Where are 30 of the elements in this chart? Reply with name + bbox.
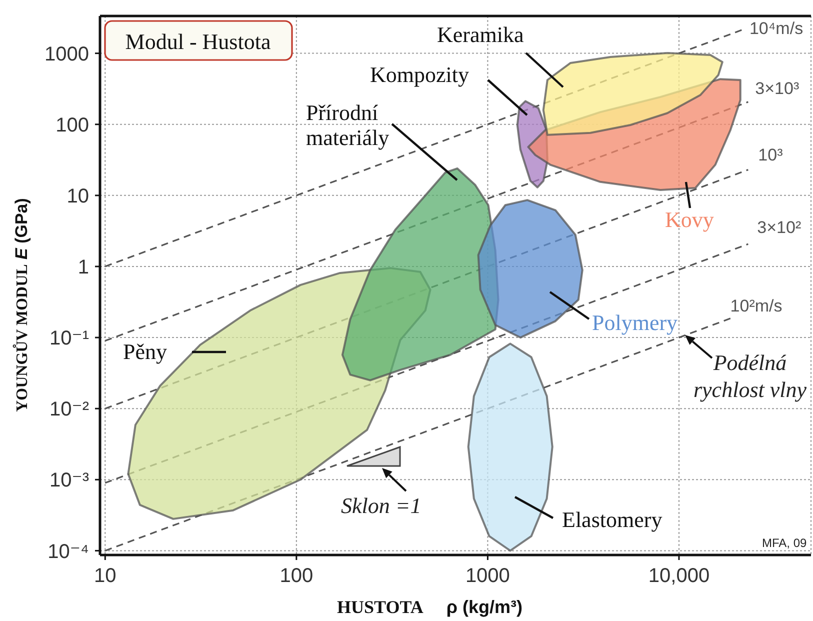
- y-tick-label: 1: [78, 256, 89, 279]
- y-tick-label: 10⁻⁴: [48, 540, 89, 563]
- annotation: Podélná rychlost vlny: [693, 350, 807, 402]
- text: Kompozity: [370, 62, 469, 87]
- series-label: Kovy: [665, 207, 714, 232]
- series-label: 3×10²: [757, 218, 802, 238]
- annotation: MFA, 09: [762, 536, 808, 550]
- x-tick-label: 1000: [465, 565, 510, 588]
- y-tick-label: 10⁻¹: [50, 328, 90, 350]
- text: Přírodní materiály: [306, 100, 390, 150]
- x-tick-label: 100: [280, 565, 314, 588]
- y-tick-label: 10: [66, 186, 89, 208]
- y-tick-label: 10⁻²: [50, 398, 90, 421]
- series-label: 10²m/s: [730, 296, 782, 316]
- y-axis-title: YOUNGŮV MODUL E (GPa): [12, 198, 31, 412]
- series-label: 10⁴m/s: [749, 18, 804, 38]
- y-tick-label: 10⁻³: [50, 470, 90, 492]
- text: Modul - Hustota: [125, 29, 271, 54]
- series-label: 3×10³: [755, 78, 800, 98]
- text: HUSTOTA ρ (kg/m³): [337, 597, 523, 617]
- x-tick-label: 10: [94, 565, 116, 588]
- annotation: Sklon =1: [341, 493, 422, 518]
- series-label: 10³: [758, 146, 784, 165]
- y-tick-label: 100: [56, 114, 89, 136]
- series-label: Polymery: [592, 310, 678, 335]
- series-label: Keramika: [437, 22, 524, 47]
- series-label: Pěny: [123, 339, 167, 364]
- x-tick-label: 10,000: [648, 565, 710, 588]
- series-label: Elastomery: [562, 507, 662, 532]
- y-tick-label: 1000: [44, 43, 89, 66]
